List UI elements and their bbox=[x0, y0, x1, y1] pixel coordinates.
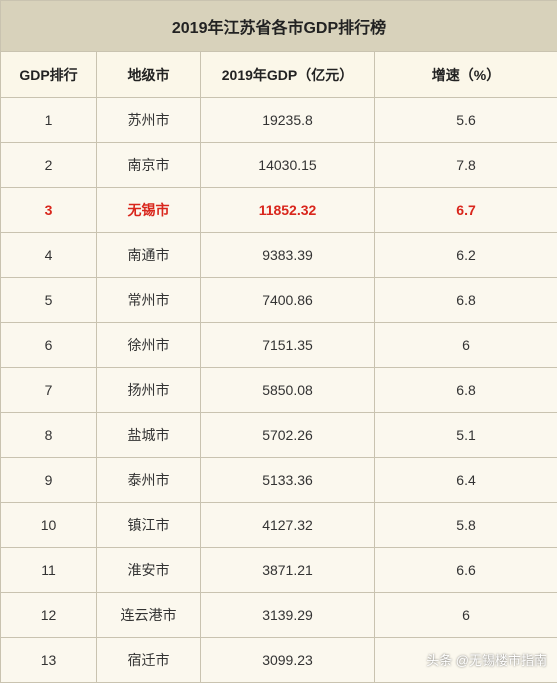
cell-rank: 12 bbox=[0, 592, 97, 638]
cell-gdp: 7400.86 bbox=[200, 277, 375, 323]
cell-gdp: 9383.39 bbox=[200, 232, 375, 278]
cell-city: 徐州市 bbox=[96, 322, 201, 368]
watermark: 头条 @无锡楼市指南 bbox=[426, 653, 547, 668]
cell-growth: 6.8 bbox=[373, 367, 557, 413]
cell-city: 常州市 bbox=[96, 277, 201, 323]
cell-rank: 10 bbox=[0, 502, 97, 548]
cell-city: 泰州市 bbox=[96, 457, 201, 503]
table-row: 6 徐州市 7151.35 6 bbox=[0, 322, 557, 368]
table-row: 7 扬州市 5850.08 6.8 bbox=[0, 367, 557, 413]
cell-city: 淮安市 bbox=[96, 547, 201, 593]
cell-growth: 6 bbox=[373, 592, 557, 638]
cell-city: 无锡市 bbox=[96, 187, 201, 233]
table-header-row: GDP排行 地级市 2019年GDP（亿元） 增速（%） bbox=[0, 51, 557, 98]
cell-rank: 8 bbox=[0, 412, 97, 458]
table-row: 2 南京市 14030.15 7.8 bbox=[0, 142, 557, 188]
cell-rank: 9 bbox=[0, 457, 97, 503]
cell-gdp: 19235.8 bbox=[200, 97, 375, 143]
table-row: 3 无锡市 11852.32 6.7 bbox=[0, 187, 557, 233]
cell-gdp: 5133.36 bbox=[200, 457, 375, 503]
cell-gdp: 4127.32 bbox=[200, 502, 375, 548]
cell-gdp: 5850.08 bbox=[200, 367, 375, 413]
cell-gdp: 5702.26 bbox=[200, 412, 375, 458]
cell-city: 宿迁市 bbox=[96, 637, 201, 683]
cell-growth: 6.7 bbox=[373, 187, 557, 233]
cell-growth: 5.6 bbox=[373, 97, 557, 143]
table-row: 5 常州市 7400.86 6.8 bbox=[0, 277, 557, 323]
cell-rank: 7 bbox=[0, 367, 97, 413]
cell-rank: 13 bbox=[0, 637, 97, 683]
cell-rank: 2 bbox=[0, 142, 97, 188]
table-title-row: 2019年江苏省各市GDP排行榜 bbox=[0, 0, 557, 52]
cell-city: 连云港市 bbox=[96, 592, 201, 638]
cell-growth bbox=[373, 637, 557, 683]
cell-rank: 11 bbox=[0, 547, 97, 593]
table-row: 9 泰州市 5133.36 6.4 bbox=[0, 457, 557, 503]
header-rank: GDP排行 bbox=[0, 51, 97, 98]
cell-gdp: 3099.23 bbox=[200, 637, 375, 683]
cell-growth: 6 bbox=[373, 322, 557, 368]
cell-gdp: 11852.32 bbox=[200, 187, 375, 233]
table-row: 8 盐城市 5702.26 5.1 bbox=[0, 412, 557, 458]
table-row: 13 宿迁市 3099.23 bbox=[0, 637, 557, 683]
header-city: 地级市 bbox=[96, 51, 201, 98]
table-row: 11 淮安市 3871.21 6.6 bbox=[0, 547, 557, 593]
cell-rank: 1 bbox=[0, 97, 97, 143]
cell-growth: 5.8 bbox=[373, 502, 557, 548]
cell-gdp: 7151.35 bbox=[200, 322, 375, 368]
cell-growth: 5.1 bbox=[373, 412, 557, 458]
table-title: 2019年江苏省各市GDP排行榜 bbox=[0, 0, 557, 52]
cell-rank: 4 bbox=[0, 232, 97, 278]
cell-rank: 6 bbox=[0, 322, 97, 368]
cell-growth: 7.8 bbox=[373, 142, 557, 188]
cell-rank: 5 bbox=[0, 277, 97, 323]
cell-city: 扬州市 bbox=[96, 367, 201, 413]
header-gdp: 2019年GDP（亿元） bbox=[200, 51, 375, 98]
cell-gdp: 3871.21 bbox=[200, 547, 375, 593]
cell-city: 盐城市 bbox=[96, 412, 201, 458]
table-row: 1 苏州市 19235.8 5.6 bbox=[0, 97, 557, 143]
cell-city: 镇江市 bbox=[96, 502, 201, 548]
table-row: 12 连云港市 3139.29 6 bbox=[0, 592, 557, 638]
cell-gdp: 14030.15 bbox=[200, 142, 375, 188]
cell-gdp: 3139.29 bbox=[200, 592, 375, 638]
table-row: 4 南通市 9383.39 6.2 bbox=[0, 232, 557, 278]
cell-city: 南通市 bbox=[96, 232, 201, 278]
table-row: 10 镇江市 4127.32 5.8 bbox=[0, 502, 557, 548]
cell-growth: 6.6 bbox=[373, 547, 557, 593]
cell-growth: 6.8 bbox=[373, 277, 557, 323]
cell-growth: 6.4 bbox=[373, 457, 557, 503]
cell-rank: 3 bbox=[0, 187, 97, 233]
cell-city: 苏州市 bbox=[96, 97, 201, 143]
cell-city: 南京市 bbox=[96, 142, 201, 188]
header-growth: 增速（%） bbox=[373, 51, 557, 98]
cell-growth: 6.2 bbox=[373, 232, 557, 278]
